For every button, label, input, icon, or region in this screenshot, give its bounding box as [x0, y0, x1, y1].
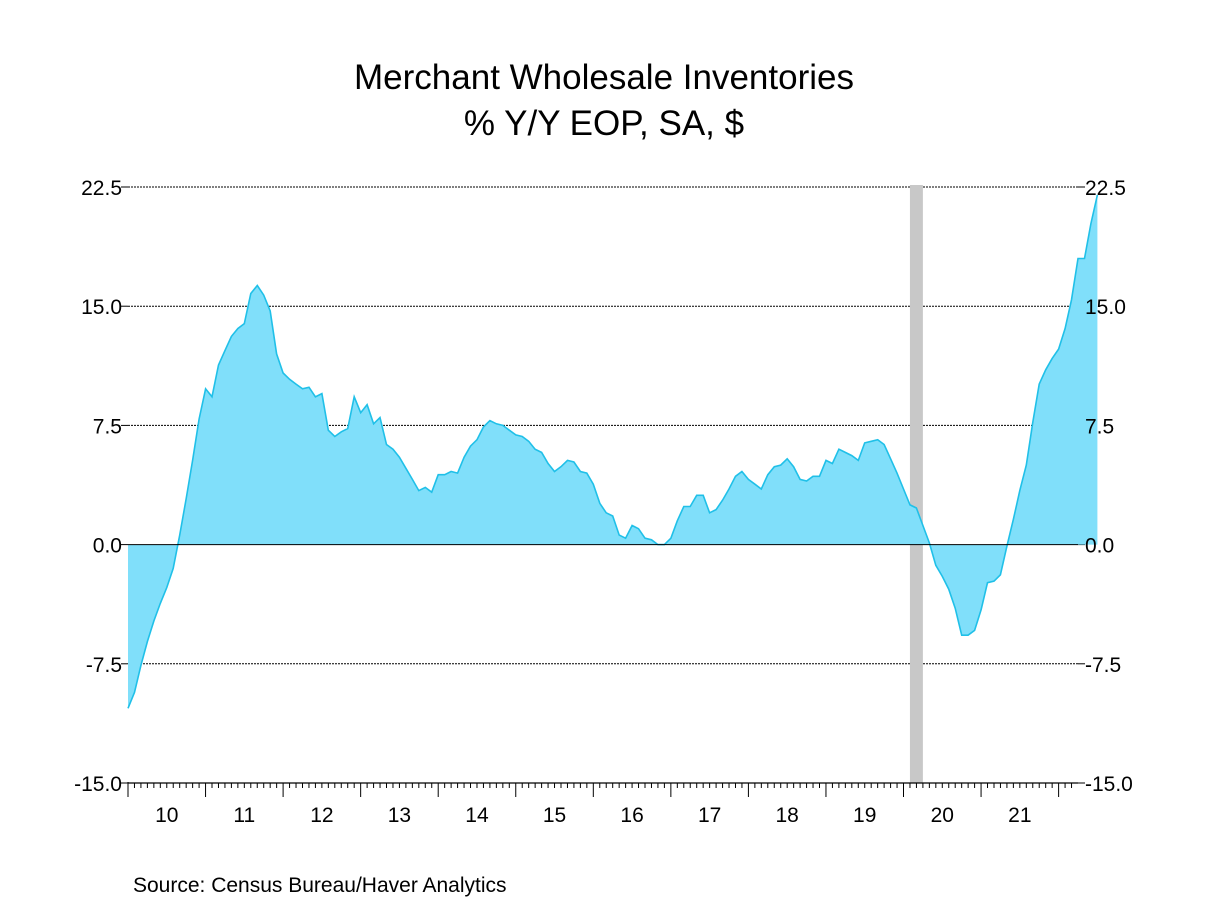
y-tick-label-right: -15.0 — [1085, 773, 1133, 796]
y-tick-label-right: 7.5 — [1085, 415, 1114, 438]
y-tick-label-left: -7.5 — [86, 654, 122, 677]
chart-subtitle: % Y/Y EOP, SA, $ — [463, 104, 745, 143]
y-tick-label-left: 22.5 — [81, 177, 122, 200]
x-tick-label: 21 — [1008, 804, 1031, 827]
data-area — [127, 194, 1099, 709]
x-tick-label: 20 — [931, 804, 954, 827]
series-line — [127, 194, 1099, 709]
x-tick-label: 13 — [388, 804, 411, 827]
x-tick-labels: 10 11 12 13 14 15 16 17 18 19 20 21 — [155, 804, 1031, 827]
y-tick-label-left: 7.5 — [93, 415, 122, 438]
y-tick-label-right: 22.5 — [1085, 177, 1126, 200]
y-tick-label-right: 0.0 — [1085, 535, 1114, 558]
source-note: Source: Census Bureau/Haver Analytics — [133, 874, 507, 897]
x-tick-label: 16 — [620, 804, 643, 827]
y-tick-label-left: -15.0 — [74, 773, 122, 796]
x-tick-label: 14 — [465, 804, 489, 827]
recession-shading — [909, 185, 923, 783]
x-tick-label: 17 — [698, 804, 721, 827]
x-tick-label: 15 — [543, 804, 566, 827]
x-tick-label: 19 — [853, 804, 876, 827]
chart-title: Merchant Wholesale Inventories — [354, 58, 854, 97]
y-tick-labels: 22.5 22.5 15.0 15.0 7.5 7.5 0.0 0.0 -7.5 -7.5 -15.… — [74, 177, 1133, 796]
axes — [127, 782, 1078, 797]
series-area — [128, 194, 1098, 709]
recession-band — [909, 185, 923, 783]
x-tick-label: 11 — [233, 804, 255, 827]
y-tick-label-right: -7.5 — [1085, 654, 1121, 677]
x-tick-label: 18 — [776, 804, 799, 827]
x-tick-label: 10 — [155, 804, 178, 827]
y-tick-label-left: 0.0 — [93, 535, 122, 558]
y-tick-label-left: 15.0 — [81, 296, 122, 319]
x-tick-label: 12 — [310, 804, 333, 827]
y-tick-label-right: 15.0 — [1085, 296, 1126, 319]
